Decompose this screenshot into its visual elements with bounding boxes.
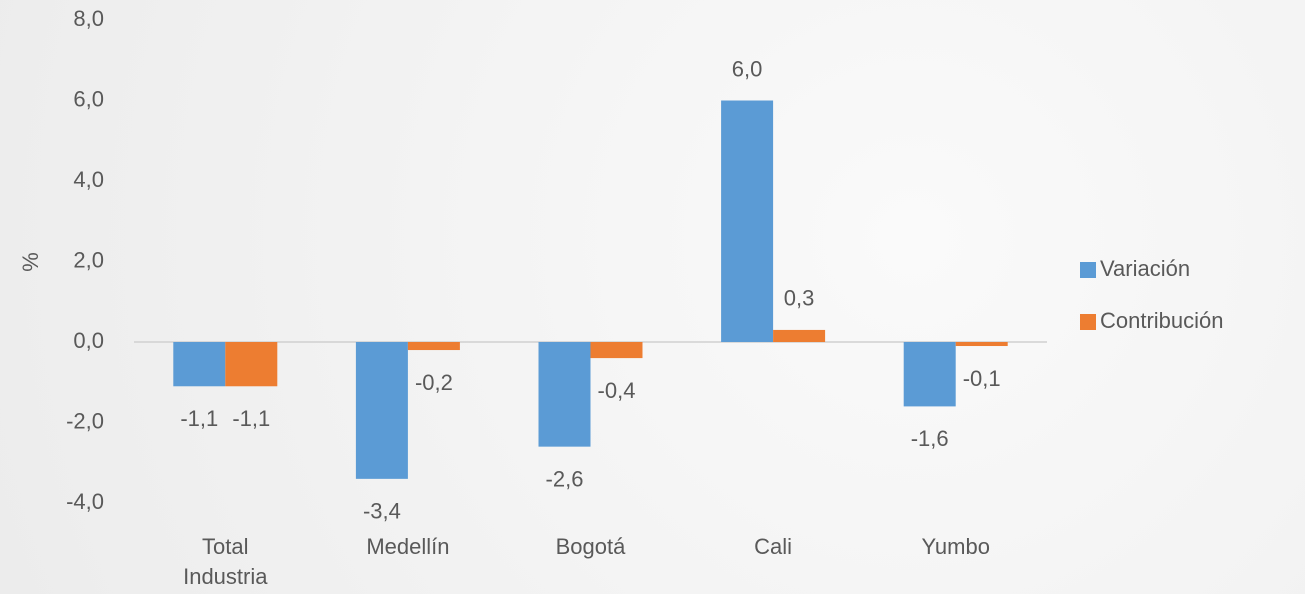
bar — [355, 342, 408, 479]
data-label: -1,1 — [232, 406, 270, 431]
bar — [955, 342, 1008, 347]
y-axis-label: % — [18, 252, 43, 272]
data-label: 0,3 — [784, 286, 815, 311]
x-tick-label: Yumbo — [921, 534, 990, 559]
bar — [225, 342, 278, 387]
x-tick-label: Total Industria — [183, 534, 268, 589]
legend-label: Contribución — [1100, 308, 1224, 333]
data-label: -2,6 — [546, 466, 584, 491]
bar — [903, 342, 956, 407]
y-tick-label: 6,0 — [73, 86, 104, 111]
x-tick-label: Cali — [754, 534, 793, 559]
bar — [538, 342, 591, 447]
y-tick-label: 0,0 — [73, 328, 104, 353]
y-tick-label: 2,0 — [73, 247, 104, 272]
data-label: -3,4 — [363, 499, 401, 524]
data-label: 6,0 — [732, 56, 763, 81]
data-label: -0,2 — [415, 370, 453, 395]
legend-label: Variación — [1100, 256, 1190, 281]
y-tick-label: -2,0 — [66, 408, 104, 433]
data-label: -0,4 — [598, 378, 636, 403]
y-tick-label: -4,0 — [66, 489, 104, 514]
data-label: -0,1 — [963, 366, 1001, 391]
x-tick-label: Bogotá — [555, 534, 626, 559]
bar — [590, 342, 643, 359]
bar — [773, 329, 826, 342]
data-label: -1,1 — [180, 406, 218, 431]
legend-swatch — [1080, 262, 1096, 278]
bar — [721, 100, 774, 342]
bar — [407, 342, 460, 351]
x-tick-label: Medellín — [366, 534, 450, 559]
legend-swatch — [1080, 314, 1096, 330]
data-label: -1,6 — [911, 426, 949, 451]
bar — [173, 342, 226, 387]
y-tick-label: 8,0 — [73, 6, 104, 31]
y-tick-label: 4,0 — [73, 167, 104, 192]
